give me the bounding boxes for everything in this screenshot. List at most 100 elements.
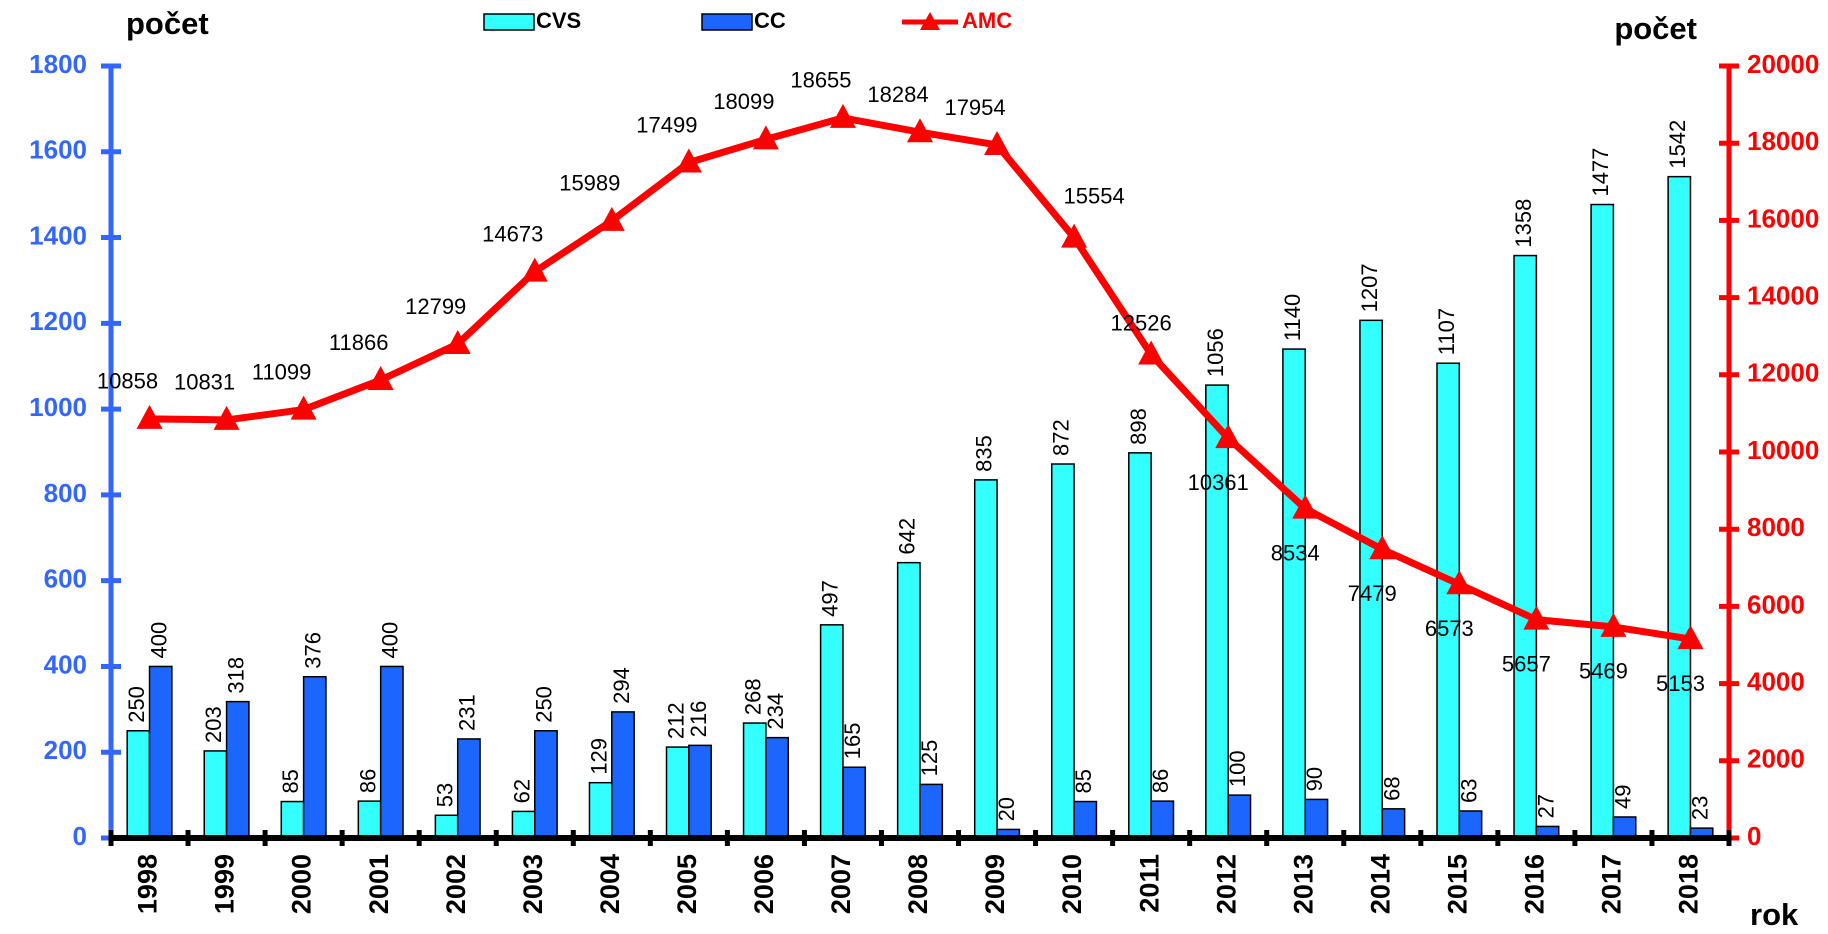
data-label: 5469 [1579,659,1628,684]
bar [1458,810,1483,839]
data-label: 11099 [252,359,312,384]
bar [611,711,635,839]
x-tick-label: 2015 [1442,854,1472,914]
data-label: 18099 [713,89,774,114]
x-tick-label: 2006 [749,854,779,914]
bar [919,783,944,839]
data-label: 5657 [1502,651,1551,676]
y-tick-label: 1000 [29,392,87,422]
bar [203,750,228,839]
data-label: 100 [1225,750,1250,787]
data-label: 231 [455,694,480,731]
x-tick-label: 2003 [518,854,548,914]
y2-tick-label: 2000 [1747,744,1805,774]
bar [357,800,382,839]
data-label: 376 [301,632,326,669]
marker [367,365,394,390]
marker [1523,605,1550,630]
x-tick-label: 2016 [1520,854,1550,914]
data-label: 12799 [405,294,466,319]
bar [302,675,327,839]
marker [290,395,317,420]
marker [1369,535,1396,560]
data-label: 23 [1687,796,1712,820]
data-label: 1056 [1203,328,1228,377]
data-label: 1107 [1434,308,1459,355]
data-label: 6573 [1425,616,1474,641]
y2-tick-label: 10000 [1747,435,1819,465]
bar [225,700,250,839]
y2-tick-label: 20000 [1747,49,1819,79]
data-label: 20 [994,797,1019,821]
data-label: 17954 [944,95,1005,120]
data-label: 125 [917,740,942,777]
bar [688,744,712,839]
y-tick-label: 0 [73,821,87,851]
marker [984,130,1011,155]
data-label: 10361 [1188,470,1249,495]
x-tick-label: 2004 [595,854,625,914]
legend-swatch [701,13,753,31]
x-tick-label: 1999 [210,854,240,914]
x-tick-label: 2013 [1288,854,1318,914]
marker [907,118,933,143]
x-tick-label: 2000 [287,854,317,914]
bar [379,665,404,839]
y2-tick-label: 8000 [1747,512,1805,542]
bar [1612,816,1637,839]
data-label: 12526 [1111,310,1172,335]
y-tick-label: 200 [44,735,87,765]
data-label: 7479 [1348,581,1397,606]
data-label: 68 [1379,776,1404,800]
bar [456,738,481,839]
x-tick-label: 2009 [980,854,1010,914]
x-tick-label: 2017 [1597,854,1627,914]
bar [1513,254,1538,839]
marker [1215,424,1242,449]
y2-tick-label: 18000 [1747,126,1819,156]
data-label: 63 [1456,778,1481,802]
x-tick-label: 2007 [826,854,856,914]
marker [1061,223,1088,248]
data-label: 1542 [1665,120,1690,169]
data-label: 268 [741,678,766,715]
data-label: 898 [1126,408,1151,445]
bar [1227,794,1252,839]
marker [521,257,548,282]
x-tick-label: 2005 [672,854,702,914]
bar [1590,203,1615,839]
data-label: 85 [278,769,303,793]
bar [1304,798,1329,839]
marker [829,103,856,128]
y2-tick-label: 6000 [1747,589,1805,619]
data-label: 85 [1071,769,1096,793]
y-tick-label: 1400 [29,220,87,250]
x-tick-label: 2010 [1057,854,1087,914]
y2-tick-label: 0 [1747,821,1761,851]
data-label: 10858 [97,369,158,394]
y-tick-label: 800 [44,478,87,508]
bar [665,746,690,839]
data-label: 129 [586,738,611,775]
y2-axis-title: počet [1614,11,1697,46]
data-label: 497 [818,580,843,617]
bar [1436,362,1461,839]
y-axis-title: počet [126,6,209,41]
bar [1282,348,1306,839]
bar [1667,175,1692,839]
y2-tick-label: 16000 [1747,203,1819,233]
data-label: 11866 [329,330,389,355]
bar [1150,800,1175,839]
data-label: 400 [378,622,403,659]
data-label: 8534 [1271,540,1320,565]
data-label: 318 [224,657,249,694]
legend-label: CVS [536,8,581,33]
data-label: 642 [895,518,920,555]
bar [126,730,151,839]
bar [1381,808,1406,839]
marker [1677,625,1704,650]
y-tick-label: 1200 [29,306,87,336]
x-tick-label: 2012 [1211,854,1241,914]
marker [752,125,779,150]
